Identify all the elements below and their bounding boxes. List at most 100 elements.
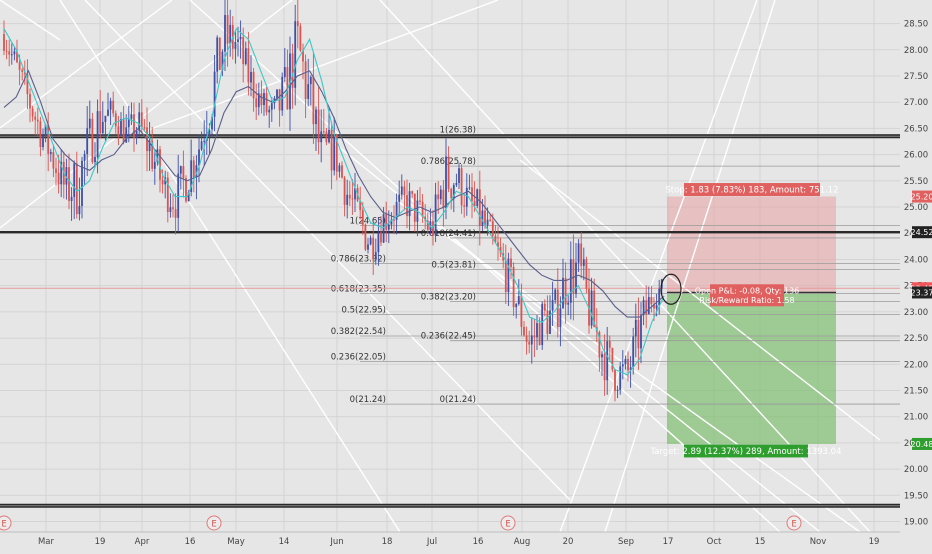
candle-body: [484, 210, 486, 226]
candle-body: [348, 194, 351, 199]
candle-body: [424, 216, 427, 221]
candle-body: [634, 319, 637, 337]
earnings-marker-label: E: [211, 520, 216, 530]
channel-line[interactable]: [0, 0, 61, 41]
price-axis[interactable]: 28.50 28.00 27.50 27.00 26.50 26.00 25.50 25.00…: [900, 0, 932, 532]
candle-body: [398, 194, 401, 202]
price-tick-label: 27.50: [904, 72, 928, 82]
candle-body: [3, 34, 5, 51]
candle-body: [567, 302, 570, 305]
candle-body: [655, 305, 658, 309]
candle-body: [598, 332, 601, 358]
fib2-level-label: 1(26.38): [440, 126, 476, 136]
target-label-text: Target: 2.89 (12.37%) 289, Amount: 1393.…: [650, 447, 842, 457]
earnings-marker-circle[interactable]: [206, 515, 222, 531]
candle-body: [179, 166, 182, 174]
time-tick-label: 19: [869, 537, 880, 547]
stop-label: Stop: 1.83 (7.83%) 183, Amount: 751.12: [665, 183, 839, 197]
candle-body: [554, 289, 557, 301]
candle-body: [437, 194, 440, 200]
candle-body: [16, 51, 18, 63]
channel-line[interactable]: [604, 0, 776, 533]
candle-body: [156, 149, 159, 162]
earnings-marker-circle[interactable]: [0, 515, 12, 531]
time-tick-label: Jul: [426, 537, 437, 547]
candle-body: [481, 210, 484, 226]
candle-body: [244, 48, 247, 65]
candle-body: [114, 113, 117, 127]
time-tick-label: 16: [473, 537, 484, 547]
candle-body: [78, 205, 81, 215]
candle-body: [192, 160, 195, 178]
earnings-marker[interactable]: E: [0, 515, 12, 531]
price-tick-label: 21.50: [904, 386, 928, 396]
candle-body: [465, 187, 468, 207]
fast-moving-average: [3, 27, 665, 376]
price-tick-label: 23.00: [904, 308, 928, 318]
candle-body: [330, 129, 333, 171]
candle-body: [575, 262, 577, 294]
channel-line[interactable]: [559, 0, 758, 533]
candle-body: [315, 109, 317, 125]
candle-body: [322, 131, 325, 133]
position-zones: [667, 196, 836, 444]
time-tick-label: 20: [563, 537, 574, 547]
channel-line[interactable]: [0, 0, 173, 129]
price-tag-box: [912, 226, 932, 239]
earnings-marker[interactable]: E: [500, 515, 516, 531]
candle-body: [52, 152, 55, 169]
candle-body: [647, 297, 650, 315]
candle-body: [536, 323, 538, 338]
candle-body: [606, 341, 609, 381]
candle-body: [198, 149, 200, 166]
earnings-marker-circle[interactable]: [786, 515, 802, 531]
earnings-marker-circle[interactable]: [500, 515, 516, 531]
candle-body: [195, 165, 198, 178]
stop-label-box: [684, 183, 820, 197]
candle-body: [140, 112, 143, 128]
fib-retracements[interactable]: 1(24.65) 0.786(23.92) 0.618(23.35) 0.5(22.9…: [331, 126, 900, 405]
time-tick-label: 17: [663, 537, 674, 547]
candle-body: [434, 194, 437, 236]
price-tick-label: 28.00: [904, 46, 928, 56]
time-tick-label: 18: [382, 537, 393, 547]
candle-body: [294, 21, 297, 88]
candle-body: [338, 165, 341, 172]
candle-body: [473, 200, 476, 207]
candle-body: [130, 114, 133, 119]
price-tick-label: 26.50: [904, 124, 928, 134]
candle-body: [364, 224, 367, 250]
earnings-marker[interactable]: E: [786, 515, 802, 531]
channel-line[interactable]: [59, 0, 401, 533]
candle-body: [512, 267, 515, 308]
time-tick-label: Nov: [810, 537, 827, 547]
candle-body: [585, 259, 588, 289]
candle-body: [218, 37, 221, 70]
channel-line[interactable]: [379, 0, 871, 533]
fib1-level-label: 0.786(23.92): [331, 255, 386, 265]
channel-line[interactable]: [84, 0, 571, 501]
channel-line[interactable]: [519, 159, 881, 441]
candle-body: [439, 189, 442, 200]
candle-body: [463, 205, 466, 207]
earnings-marker[interactable]: E: [206, 515, 222, 531]
candle-body: [185, 178, 187, 202]
price-tag-label: 25.20: [911, 193, 932, 202]
time-axis[interactable]: Mar 19 Apr 16 May 14 Jun 18 Jul 16 Aug 20 Sep 17 Oct 15…: [0, 515, 932, 550]
time-tick-label: Sep: [618, 537, 634, 547]
candle-body: [559, 308, 562, 327]
candle-body: [400, 186, 403, 195]
candle-body: [86, 128, 89, 155]
candle-body: [603, 354, 606, 381]
fib1-level-label: 0.618(23.35): [331, 285, 386, 295]
candle-body: [627, 358, 629, 371]
candle-body: [34, 116, 37, 120]
candle-body: [442, 189, 445, 209]
candle-body: [320, 131, 323, 143]
candle-body: [312, 76, 315, 125]
channel-line[interactable]: [147, 0, 499, 131]
candle-body: [234, 41, 237, 49]
candle-body: [621, 364, 624, 367]
